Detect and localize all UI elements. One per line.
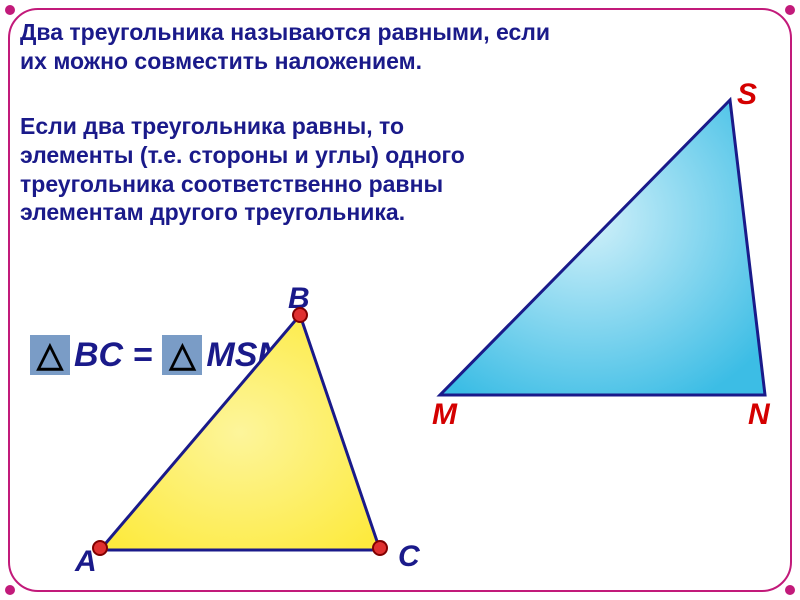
definition-text-1: Два треугольника называются равными, есл… bbox=[20, 18, 580, 76]
corner-tl bbox=[5, 5, 15, 15]
vertex-dot-a bbox=[92, 540, 108, 556]
vertex-label-m: M bbox=[432, 398, 457, 432]
vertex-dot-c bbox=[372, 540, 388, 556]
triangle-yellow bbox=[80, 300, 430, 580]
delta-symbol-1: △ bbox=[30, 335, 70, 375]
vertex-label-c: C bbox=[398, 540, 420, 574]
vertex-label-n: N bbox=[748, 398, 770, 432]
corner-bl bbox=[5, 585, 15, 595]
corner-tr bbox=[785, 5, 795, 15]
vertex-dot-b bbox=[292, 307, 308, 323]
vertex-label-s: S bbox=[737, 78, 757, 112]
triangle-blue bbox=[420, 85, 790, 415]
corner-br bbox=[785, 585, 795, 595]
